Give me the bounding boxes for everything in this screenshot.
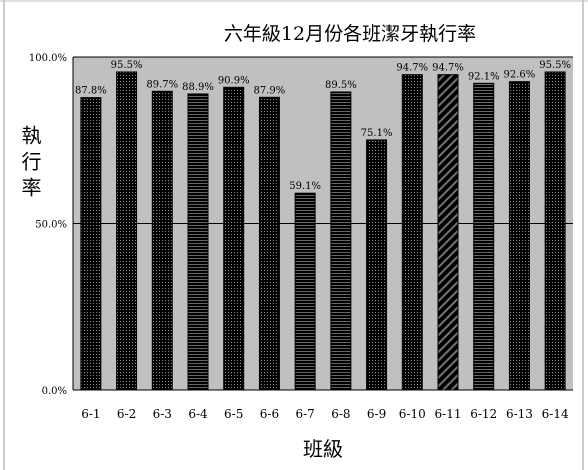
x-tick-label: 6-11 [435,407,462,421]
data-labels: 87.8%95.5%89.7% 88.9%90.9%87.9%59.1%89.5%… [75,60,571,192]
bar-6-2 [116,71,138,391]
chart-title: 六年級12月份各班潔牙執行率 [224,23,476,45]
bar-6-5 [223,86,245,391]
data-label-6-12: 92.1% [468,71,500,82]
data-label-6-5: 90.9% [218,75,250,86]
x-tick-label: 6-1 [81,407,100,421]
bar-6-1 [80,97,102,391]
bar-6-7 [294,192,316,391]
x-tick-label: 6-14 [542,407,569,421]
bar-6-12 [473,82,495,391]
bar-6-13 [508,81,530,391]
bar-6-6 [258,96,280,391]
data-label-6-9: 75.1% [361,128,393,139]
data-label-6-4: 88.9% [182,82,214,93]
data-label-6-6: 87.9% [254,85,286,96]
x-tick-label: 6-4 [188,407,208,421]
y-tick-label: 0.0% [42,386,67,397]
x-tick-labels: 6-1 6-2 6-3 6-4 6-5 6-6 6-7 6-8 6-9 6-10 6-11 6-12 6… [81,407,569,421]
bar-6-11 [437,74,459,391]
bar-6-8 [330,91,352,391]
bar-6-3 [151,90,173,391]
x-tick-label: 6-3 [153,407,172,421]
data-label-6-2: 95.5% [111,60,143,71]
x-tick-label: 6-2 [117,407,136,421]
data-label-6-14: 95.5% [539,60,571,71]
data-label-6-1: 87.8% [75,86,107,97]
data-label-6-11: 94.7% [432,63,464,74]
x-tick-label: 6-12 [470,407,497,421]
x-tick-label: 6-5 [224,407,243,421]
data-label-6-10: 94.7% [396,63,428,74]
bar-6-10 [401,74,423,391]
x-tick-label: 6-8 [331,407,350,421]
bar-6-4 [187,93,209,391]
x-tick-label: 6-9 [367,407,386,421]
y-tick-labels: 0.0% 50.0% 100.0% [29,53,67,397]
x-tick-label: 6-7 [295,407,314,421]
data-label-6-13: 92.6% [504,70,536,81]
bar-6-9 [366,139,388,391]
data-label-6-7: 59.1% [289,181,321,192]
y-axis-title: 執行率 [18,125,42,203]
y-tick-label: 50.0% [35,220,67,231]
x-tick-label: 6-6 [260,407,279,421]
bar-6-14 [544,71,566,391]
data-label-6-8: 89.5% [325,80,357,91]
x-tick-label: 6-13 [506,407,533,421]
x-tick-label: 6-10 [399,407,426,421]
y-tick-label: 100.0% [29,53,67,64]
data-label-6-3: 89.7% [146,79,178,90]
x-axis-title: 班級 [303,437,343,461]
